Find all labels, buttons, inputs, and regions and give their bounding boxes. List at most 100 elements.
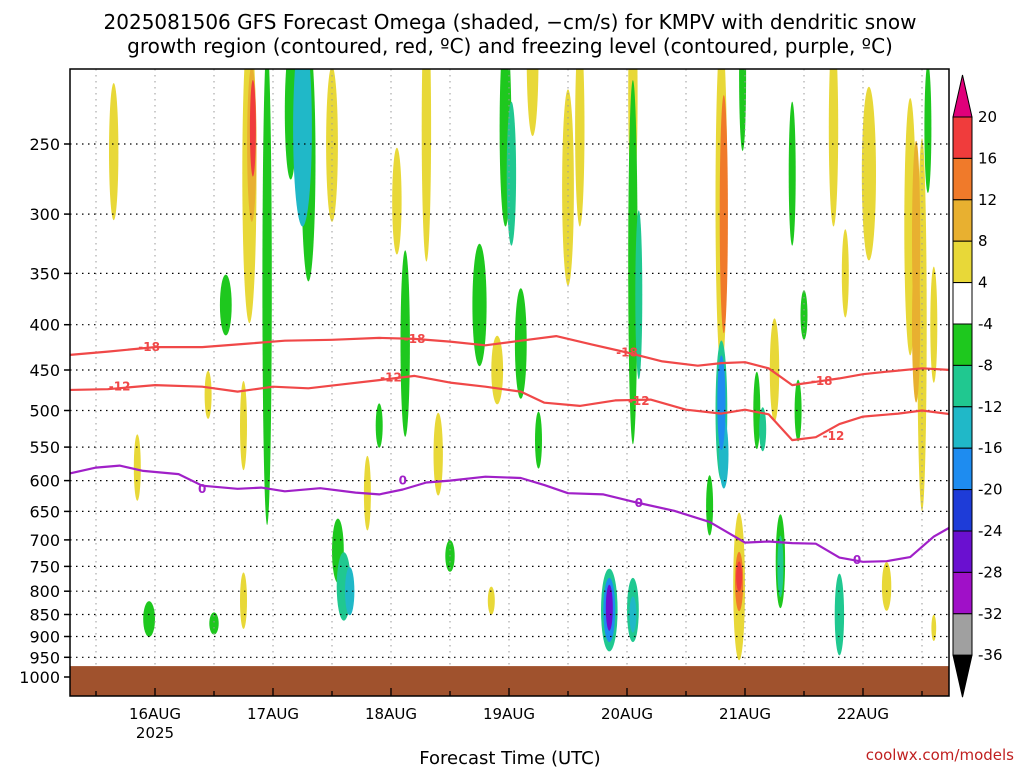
- y-tick-label: 650: [29, 502, 60, 521]
- colorbar-label: 4: [978, 274, 988, 292]
- y-tick-label: 900: [29, 628, 60, 647]
- colorbar-label: -36: [978, 646, 1003, 664]
- colorbar-label: -32: [978, 605, 1003, 623]
- omega-cell: [739, 69, 747, 152]
- x-tick-label: 17AUG: [247, 705, 299, 723]
- colorbar-label: -16: [978, 439, 1003, 457]
- colorbar-top-arrow: [952, 74, 973, 118]
- x-tick-label: 18AUG: [365, 705, 417, 723]
- omega-cell: [109, 83, 119, 221]
- y-axis: 250 300 350 400 450 500 550 600 650 700 750 800 850 9…: [19, 135, 70, 687]
- x-tick-label: 16AUG: [129, 705, 181, 723]
- y-tick-label: 550: [29, 438, 60, 457]
- contour-label: -18: [138, 340, 160, 354]
- y-tick-label: 300: [29, 205, 60, 224]
- colorbar: 20 16 12 8 4 -4 -8 -12 -16 -20 -24 -28 -32 -36: [952, 74, 1003, 698]
- x-tick-sublabel: 2025: [136, 724, 174, 742]
- colorbar-label: -24: [978, 522, 1003, 540]
- colorbar-swatch: [952, 199, 973, 242]
- omega-cell: [535, 411, 542, 469]
- credit-text: coolwx.com/models: [866, 746, 1014, 764]
- x-axis-label: Forecast Time (UTC): [419, 748, 600, 768]
- omega-cell: [794, 379, 802, 442]
- y-tick-label: 450: [29, 361, 60, 380]
- omega-cell: [209, 612, 219, 635]
- contour-label: 0: [853, 553, 861, 567]
- y-tick-label: 700: [29, 531, 60, 550]
- omega-cell: [421, 69, 432, 262]
- omega-cell: [629, 596, 637, 633]
- y-tick-label: 800: [29, 582, 60, 601]
- omega-cell: [472, 243, 487, 367]
- omega-cell: [433, 412, 443, 496]
- omega-cell: [262, 69, 272, 525]
- omega-cell: [204, 370, 212, 419]
- colorbar-swatch: [952, 571, 973, 615]
- contour-line: [70, 374, 949, 442]
- contour-label: -18: [616, 346, 638, 360]
- x-tick-label: 20AUG: [601, 705, 653, 723]
- y-tick-label: 850: [29, 606, 60, 625]
- omega-cell: [736, 561, 743, 592]
- colorbar-swatch: [952, 240, 973, 284]
- y-tick-label: 950: [29, 648, 60, 667]
- omega-cell: [514, 288, 527, 399]
- colorbar-bottom-arrow: [952, 654, 973, 698]
- omega-cell: [635, 210, 643, 380]
- omega-cell: [930, 266, 938, 383]
- omega-cell: [219, 274, 232, 336]
- colorbar-label: 16: [978, 149, 997, 167]
- y-tick-label: 250: [29, 135, 60, 154]
- colorbar-label: -20: [978, 481, 1003, 499]
- chart-title-line2: growth region (contoured, red, ºC) and f…: [127, 34, 893, 58]
- omega-cell: [526, 69, 539, 137]
- y-tick-label: 500: [29, 402, 60, 421]
- plot-area: -18 -18 -18 -18 -12 -12 -12 -12 0 0 0 0: [70, 69, 949, 696]
- contour-label: 0: [399, 474, 407, 488]
- colorbar-swatch: [952, 157, 973, 201]
- contour-label: -12: [823, 429, 845, 443]
- omega-cell: [249, 80, 256, 177]
- omega-cell: [575, 69, 585, 227]
- chart-title-line1: 2025081506 GFS Forecast Omega (shaded, −…: [104, 10, 917, 34]
- colorbar-swatch: [952, 282, 973, 325]
- y-tick-label: 600: [29, 472, 60, 491]
- x-tick-label: 19AUG: [483, 705, 535, 723]
- y-tick-label: 400: [29, 316, 60, 335]
- colorbar-label: 12: [978, 191, 997, 209]
- omega-cell: [777, 535, 784, 598]
- y-tick-label: 1000: [19, 668, 60, 687]
- omega-cell: [605, 584, 613, 631]
- omega-cell: [931, 614, 937, 642]
- contour-label: -18: [404, 332, 426, 346]
- omega-cell: [400, 250, 410, 437]
- colorbar-label: -28: [978, 563, 1003, 581]
- x-tick-label: 22AUG: [837, 705, 889, 723]
- omega-cell: [759, 407, 767, 452]
- omega-cell: [562, 89, 574, 286]
- y-tick-label: 350: [29, 264, 60, 283]
- colorbar-swatch: [952, 323, 973, 366]
- omega-cell: [753, 371, 761, 450]
- omega-cell: [392, 147, 402, 255]
- colorbar-label: -12: [978, 398, 1003, 416]
- omega-cell: [828, 69, 839, 227]
- contour-line: [70, 464, 949, 563]
- contour-label: -12: [628, 394, 650, 408]
- x-tick-label: 21AUG: [719, 705, 771, 723]
- omega-cell: [881, 562, 892, 611]
- omega-cell: [719, 95, 728, 334]
- contour-label: 0: [198, 482, 206, 496]
- omega-cell: [717, 355, 726, 451]
- omega-cell: [240, 572, 247, 629]
- colorbar-swatch: [952, 364, 973, 408]
- contour-label: -12: [109, 380, 131, 394]
- omega-cell: [706, 475, 714, 536]
- omega-cell: [345, 567, 355, 616]
- contour-layer: -18 -18 -18 -18 -12 -12 -12 -12 0 0 0 0: [70, 332, 949, 567]
- omega-cell: [769, 318, 780, 422]
- omega-cell: [133, 434, 141, 501]
- colorbar-label: 20: [978, 108, 997, 126]
